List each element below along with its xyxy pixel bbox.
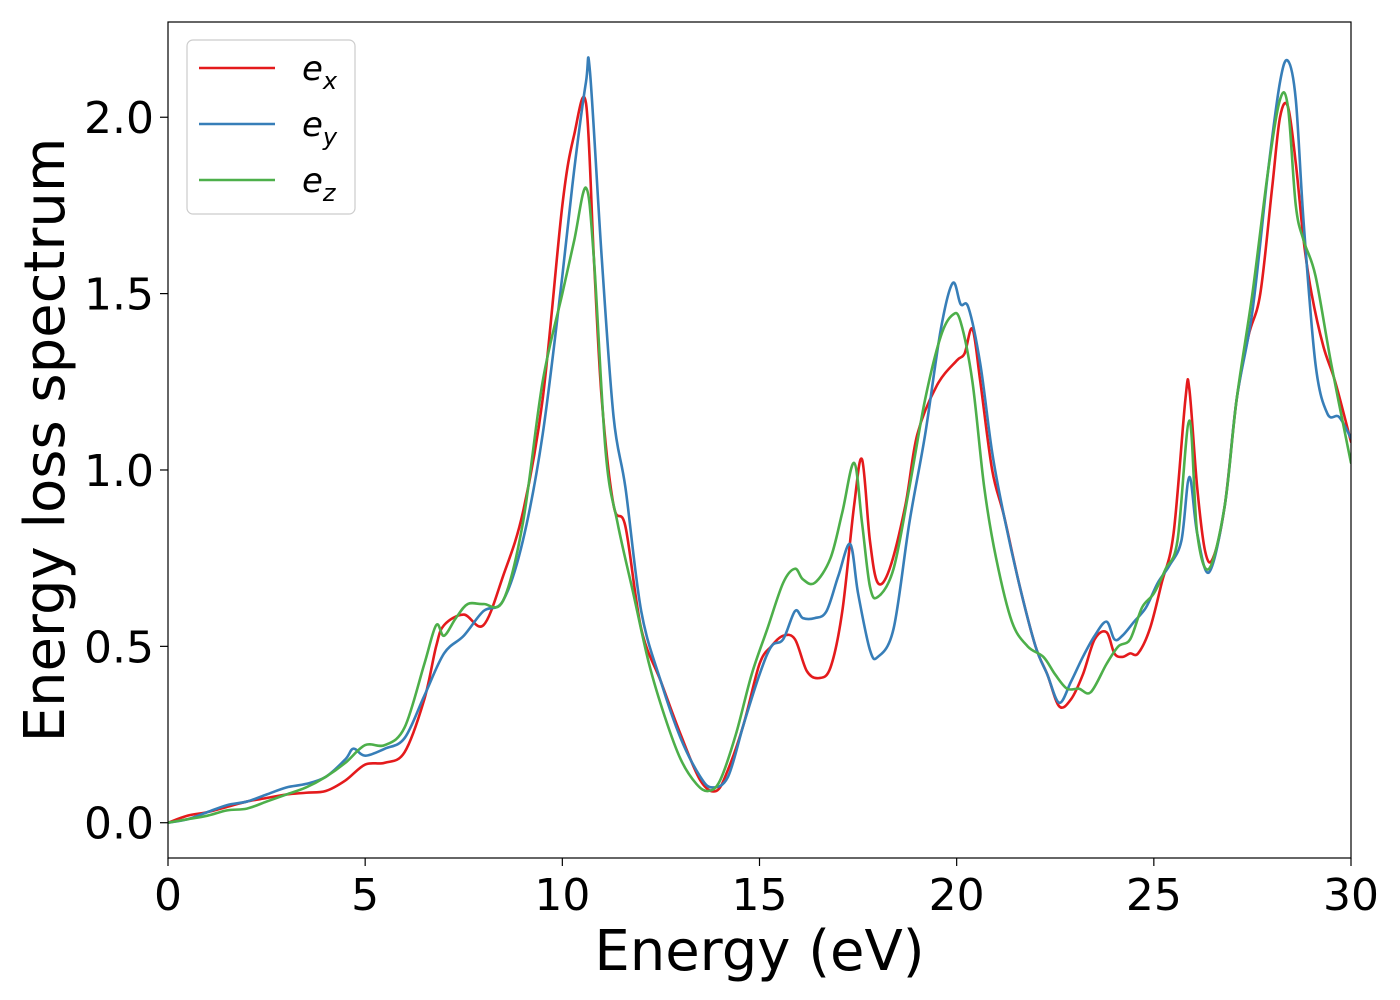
x-axis-ticks: 0 5 10 15 20 25 30 — [154, 858, 1379, 921]
legend: ex ey ez — [186, 39, 356, 215]
legend-label-ey: ey — [302, 105, 338, 151]
x-tick-label: 20 — [929, 870, 985, 921]
plot-series — [168, 56, 1351, 825]
y-tick-label: 0.0 — [84, 799, 154, 850]
y-tick-label: 2.0 — [84, 93, 154, 144]
series-line-ez — [168, 91, 1351, 825]
y-tick-label: 1.5 — [84, 270, 154, 321]
y-axis-label: Energy loss spectrum — [13, 138, 78, 743]
x-tick-label: 15 — [732, 870, 788, 921]
series-line-ey — [168, 56, 1351, 825]
legend-label-ez: ez — [302, 161, 337, 207]
x-tick-label: 10 — [534, 870, 590, 921]
legend-label-ex: ex — [302, 49, 338, 95]
y-tick-label: 0.5 — [84, 622, 154, 673]
legend-frame — [186, 39, 356, 215]
y-tick-label: 1.0 — [84, 446, 154, 497]
x-tick-label: 30 — [1323, 870, 1379, 921]
x-tick-label: 25 — [1126, 870, 1182, 921]
x-tick-label: 5 — [351, 870, 379, 921]
x-tick-label: 0 — [154, 870, 182, 921]
x-axis-label: Energy (eV) — [594, 919, 924, 984]
y-axis-ticks: 0.0 0.5 1.0 1.5 2.0 — [84, 93, 168, 850]
legend-entries: ex ey ez — [199, 49, 338, 207]
